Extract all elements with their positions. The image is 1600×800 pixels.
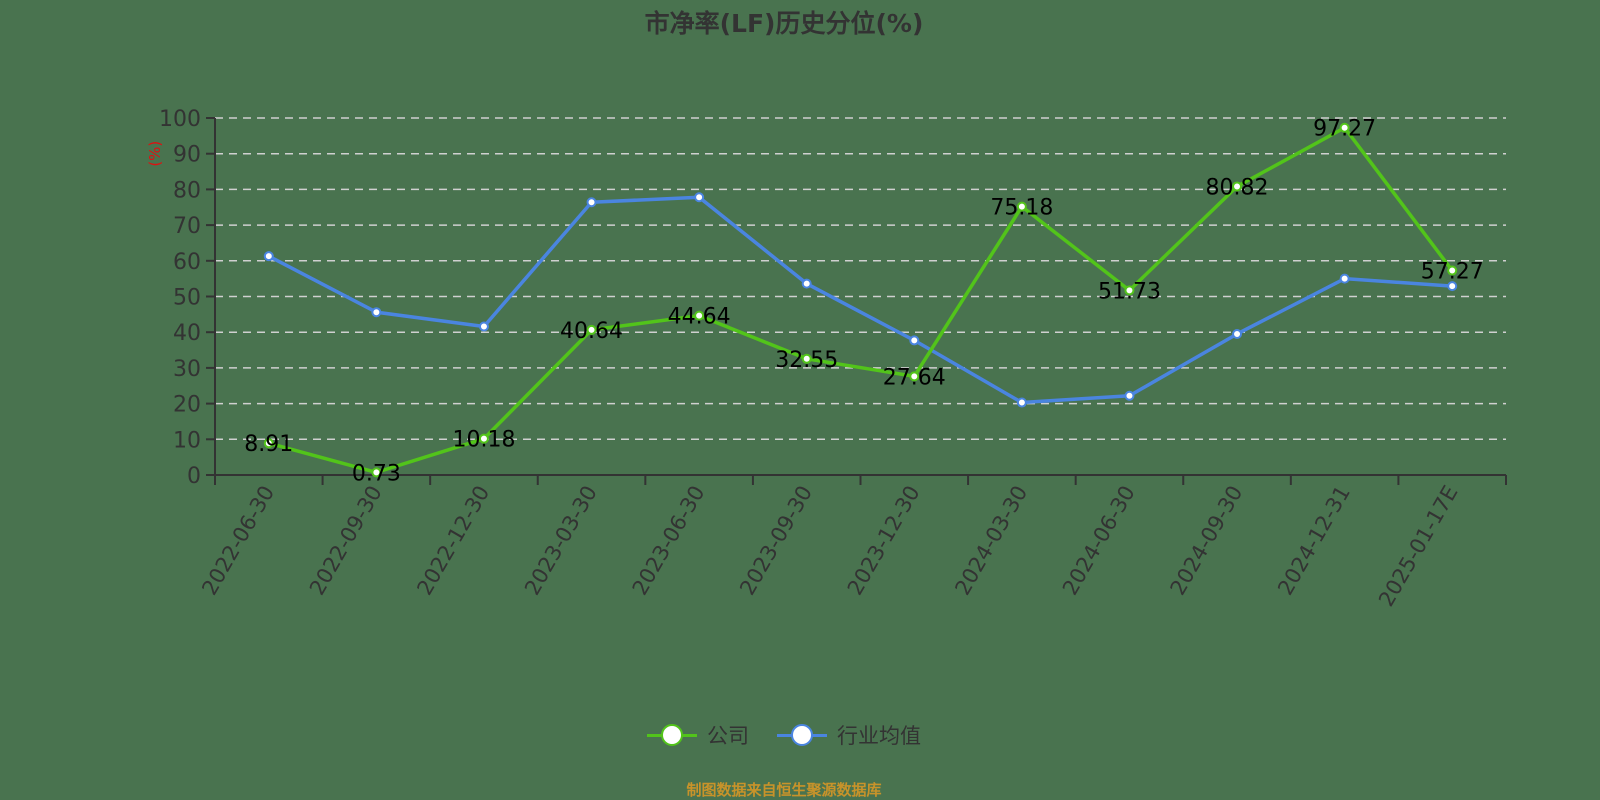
y-tick-label: 70 <box>173 214 201 239</box>
y-tick-label: 80 <box>173 178 201 203</box>
data-point-marker <box>694 310 705 321</box>
data-point-marker <box>1339 273 1350 284</box>
x-tick-label: 2023-12-30 <box>843 482 925 600</box>
data-label: 57.27 <box>1421 260 1484 285</box>
data-point-marker <box>1447 265 1458 276</box>
data-label: 10.18 <box>452 428 515 453</box>
data-point-marker <box>371 467 382 478</box>
data-point-marker <box>1447 281 1458 292</box>
data-point-marker <box>478 321 489 332</box>
y-tick-label: 40 <box>173 321 201 346</box>
legend-industry-line-marker-icon <box>777 723 827 747</box>
y-tick-label: 100 <box>159 107 201 132</box>
data-point-marker <box>1016 201 1027 212</box>
data-label: 32.55 <box>775 348 838 373</box>
data-label: 97.27 <box>1313 117 1376 142</box>
legend: 公司 行业均值 <box>0 720 1568 750</box>
gridlines <box>215 117 1506 441</box>
data-label: 44.64 <box>668 305 731 330</box>
x-tick-label: 2023-03-30 <box>520 482 602 600</box>
y-axis-label: (%) <box>146 141 164 167</box>
data-point-marker <box>801 353 812 364</box>
data-point-marker <box>478 433 489 444</box>
data-point-marker <box>1124 390 1135 401</box>
data-label: 51.73 <box>1098 279 1161 304</box>
y-tick-label: 0 <box>187 464 201 489</box>
legend-item-industry-average[interactable]: 行业均值 <box>777 720 921 750</box>
data-point-marker <box>909 371 920 382</box>
series-lines <box>263 122 1458 478</box>
legend-label-industry-average: 行业均值 <box>837 724 921 748</box>
data-label: 75.18 <box>990 196 1053 221</box>
source-footer: 制图数据来自恒生聚源数据库 <box>686 781 882 799</box>
x-tick-label: 2022-09-30 <box>305 482 387 600</box>
data-label: 80.82 <box>1206 175 1269 200</box>
data-labels: 8.91 0.73 10.18 40.64 44.64 32.55 27.64 75.18 51… <box>244 117 1483 487</box>
data-point-marker <box>371 307 382 318</box>
series-line-industry-average <box>267 195 1453 405</box>
data-point-marker <box>909 335 920 346</box>
data-label: 40.64 <box>560 319 623 344</box>
data-point-marker <box>1124 285 1135 296</box>
data-point-marker <box>586 197 597 208</box>
data-point-marker <box>1016 397 1027 408</box>
legend-item-company[interactable]: 公司 <box>647 720 749 750</box>
data-label: 8.91 <box>244 432 293 457</box>
data-label: 27.64 <box>883 365 946 390</box>
data-point-marker <box>586 324 597 335</box>
data-point-marker <box>1232 181 1243 192</box>
legend-company-line-marker-icon <box>647 723 697 747</box>
chart-title: 市净率(LF)历史分位(%) <box>644 9 924 38</box>
legend-label-company: 公司 <box>707 724 749 748</box>
data-point-marker <box>1232 328 1243 339</box>
x-tick-label: 2023-06-30 <box>628 482 710 600</box>
data-point-marker <box>263 438 274 449</box>
x-tick-label: 2024-09-30 <box>1166 482 1248 600</box>
x-tick-label: 2024-03-30 <box>950 482 1032 600</box>
x-tick-label: 2023-09-30 <box>735 482 817 600</box>
y-tick-label: 20 <box>173 393 201 418</box>
series-line-company <box>268 125 1454 475</box>
y-tick-label: 60 <box>173 250 201 275</box>
y-tick-label: 90 <box>173 143 201 168</box>
y-tick-label: 50 <box>173 286 201 311</box>
data-label: 0.73 <box>352 461 401 486</box>
x-tick-label: 2024-12-31 <box>1273 482 1355 600</box>
x-tick-label: 2022-12-30 <box>412 482 494 600</box>
data-point-marker <box>263 251 274 262</box>
data-point-marker <box>694 192 705 203</box>
x-tick-label: 2022-06-30 <box>197 482 279 600</box>
x-tick-label: 2024-06-30 <box>1058 482 1140 600</box>
data-point-marker <box>801 278 812 289</box>
data-point-marker <box>1339 122 1350 133</box>
x-tick-label: 2025-01-17E <box>1374 482 1462 611</box>
y-tick-label: 30 <box>173 357 201 382</box>
y-tick-label: 10 <box>173 428 201 453</box>
